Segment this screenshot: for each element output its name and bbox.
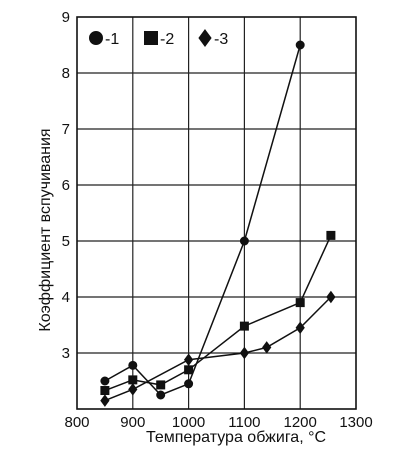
legend-label: -1 bbox=[105, 31, 119, 48]
plot-frame bbox=[76, 16, 357, 410]
data-point-diamond bbox=[128, 383, 138, 396]
data-point-circle bbox=[89, 31, 103, 45]
legend-label: -3 bbox=[214, 31, 228, 48]
data-point-diamond bbox=[295, 321, 305, 335]
data-point-diamond bbox=[183, 353, 194, 366]
legend-label: -2 bbox=[160, 31, 174, 48]
data-point-circle bbox=[295, 40, 305, 50]
y-tick-label: 6 bbox=[62, 177, 70, 194]
series-3 bbox=[100, 290, 336, 407]
x-tick-label: 800 bbox=[64, 414, 89, 431]
data-point-diamond bbox=[239, 346, 250, 360]
x-tick-label: 1300 bbox=[339, 414, 372, 431]
legend: -1 -2 -3 bbox=[89, 29, 228, 48]
y-tick-label: 8 bbox=[62, 65, 70, 82]
y-tick-label: 9 bbox=[62, 9, 70, 26]
tick-labels: 800 900 1000 1100 1200 1300 3 4 5 6 7 8 9 bbox=[62, 9, 373, 431]
y-axis-title: Коэффициент вспучивания bbox=[37, 128, 54, 331]
data-point-square bbox=[156, 380, 166, 390]
data-point-diamond bbox=[100, 394, 110, 407]
data-point-circle bbox=[128, 360, 138, 370]
y-tick-label: 5 bbox=[62, 233, 70, 250]
series-line bbox=[104, 44, 301, 396]
data-point-square bbox=[326, 230, 336, 240]
data-point-diamond bbox=[262, 341, 272, 354]
data-point-diamond bbox=[326, 290, 336, 304]
x-axis-title: Температура обжига, °C bbox=[146, 429, 326, 446]
data-point-square bbox=[128, 375, 138, 385]
x-tick-label: 900 bbox=[120, 414, 145, 431]
x-tick-label: 1200 bbox=[284, 414, 317, 431]
y-tick-label: 4 bbox=[62, 289, 70, 306]
y-tick-label: 3 bbox=[62, 345, 70, 362]
data-point-circle bbox=[100, 376, 110, 386]
y-tick-label: 7 bbox=[62, 121, 70, 138]
data-point-circle bbox=[184, 379, 194, 389]
series-1 bbox=[100, 40, 305, 400]
data-point-square bbox=[100, 386, 110, 396]
data-point-square bbox=[239, 321, 249, 331]
series-line bbox=[104, 235, 332, 392]
grid bbox=[77, 17, 356, 409]
data-point-diamond bbox=[198, 29, 212, 47]
series-line bbox=[104, 296, 332, 402]
data-point-circle bbox=[156, 390, 166, 400]
data-point-square bbox=[295, 298, 305, 308]
series-layer bbox=[100, 40, 336, 407]
data-point-square bbox=[184, 365, 194, 375]
data-point-square bbox=[144, 31, 158, 45]
data-point-circle bbox=[239, 236, 249, 246]
x-tick-label: 1000 bbox=[172, 414, 205, 431]
series-2 bbox=[100, 230, 336, 396]
x-tick-label: 1100 bbox=[228, 414, 260, 431]
